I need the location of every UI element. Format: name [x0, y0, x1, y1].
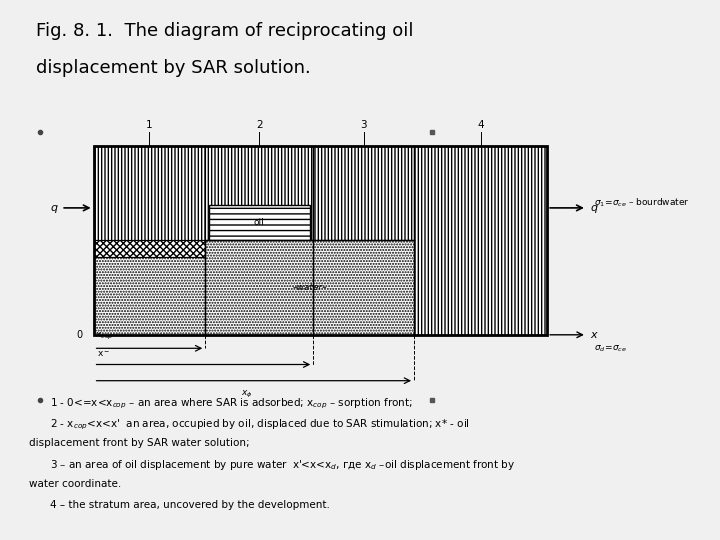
Text: 2 - x$_{cop}$<x<x'  an area, occupied by oil, displaced due to SAR stimulation; : 2 - x$_{cop}$<x<x' an area, occupied by … — [50, 417, 470, 432]
Text: $x_{\phi}$: $x_{\phi}$ — [240, 389, 253, 400]
Bar — [209, 205, 310, 240]
Text: $\sigma_1\!=\!\sigma_{ce}$ – bourdwater: $\sigma_1\!=\!\sigma_{ce}$ – bourdwater — [594, 196, 690, 209]
Bar — [414, 146, 547, 335]
Text: Fig. 8. 1.  The diagram of reciprocating oil: Fig. 8. 1. The diagram of reciprocating … — [36, 22, 413, 39]
Bar — [313, 146, 414, 240]
Bar — [205, 240, 313, 335]
Bar — [94, 146, 205, 240]
Bar — [94, 256, 205, 335]
Text: 2: 2 — [256, 119, 263, 130]
Text: 1: 1 — [146, 119, 153, 130]
Text: 4 – the stratum area, uncovered by the development.: 4 – the stratum area, uncovered by the d… — [50, 500, 330, 510]
Text: $x_{cop}$: $x_{cop}$ — [95, 330, 114, 342]
Text: x: x — [590, 330, 597, 340]
Bar — [313, 240, 414, 335]
Text: q: q — [50, 203, 58, 213]
Text: q: q — [590, 203, 598, 213]
Text: water coordinate.: water coordinate. — [29, 479, 121, 489]
Text: –water–: –water– — [292, 283, 327, 292]
Text: x$^-$: x$^-$ — [97, 349, 110, 359]
Text: oil: oil — [254, 218, 264, 227]
Bar — [94, 240, 205, 256]
Text: 3: 3 — [360, 119, 367, 130]
Text: $\sigma_d\!=\!\sigma_{ce}$: $\sigma_d\!=\!\sigma_{ce}$ — [594, 343, 627, 354]
Text: 0: 0 — [76, 330, 83, 340]
Text: 1 - 0<=x<x$_{cop}$ – an area where SAR is adsorbed; x$_{cop}$ – sorption front;: 1 - 0<=x<x$_{cop}$ – an area where SAR i… — [50, 397, 413, 411]
Bar — [94, 146, 547, 335]
Text: displacement front by SAR water solution;: displacement front by SAR water solution… — [29, 438, 249, 448]
Bar — [205, 146, 313, 240]
Text: 4: 4 — [477, 119, 484, 130]
Text: 3 – an area of oil displacement by pure water  x'<x<x$_d$, где x$_d$ –oil displa: 3 – an area of oil displacement by pure … — [50, 458, 516, 472]
Text: displacement by SAR solution.: displacement by SAR solution. — [36, 59, 311, 77]
